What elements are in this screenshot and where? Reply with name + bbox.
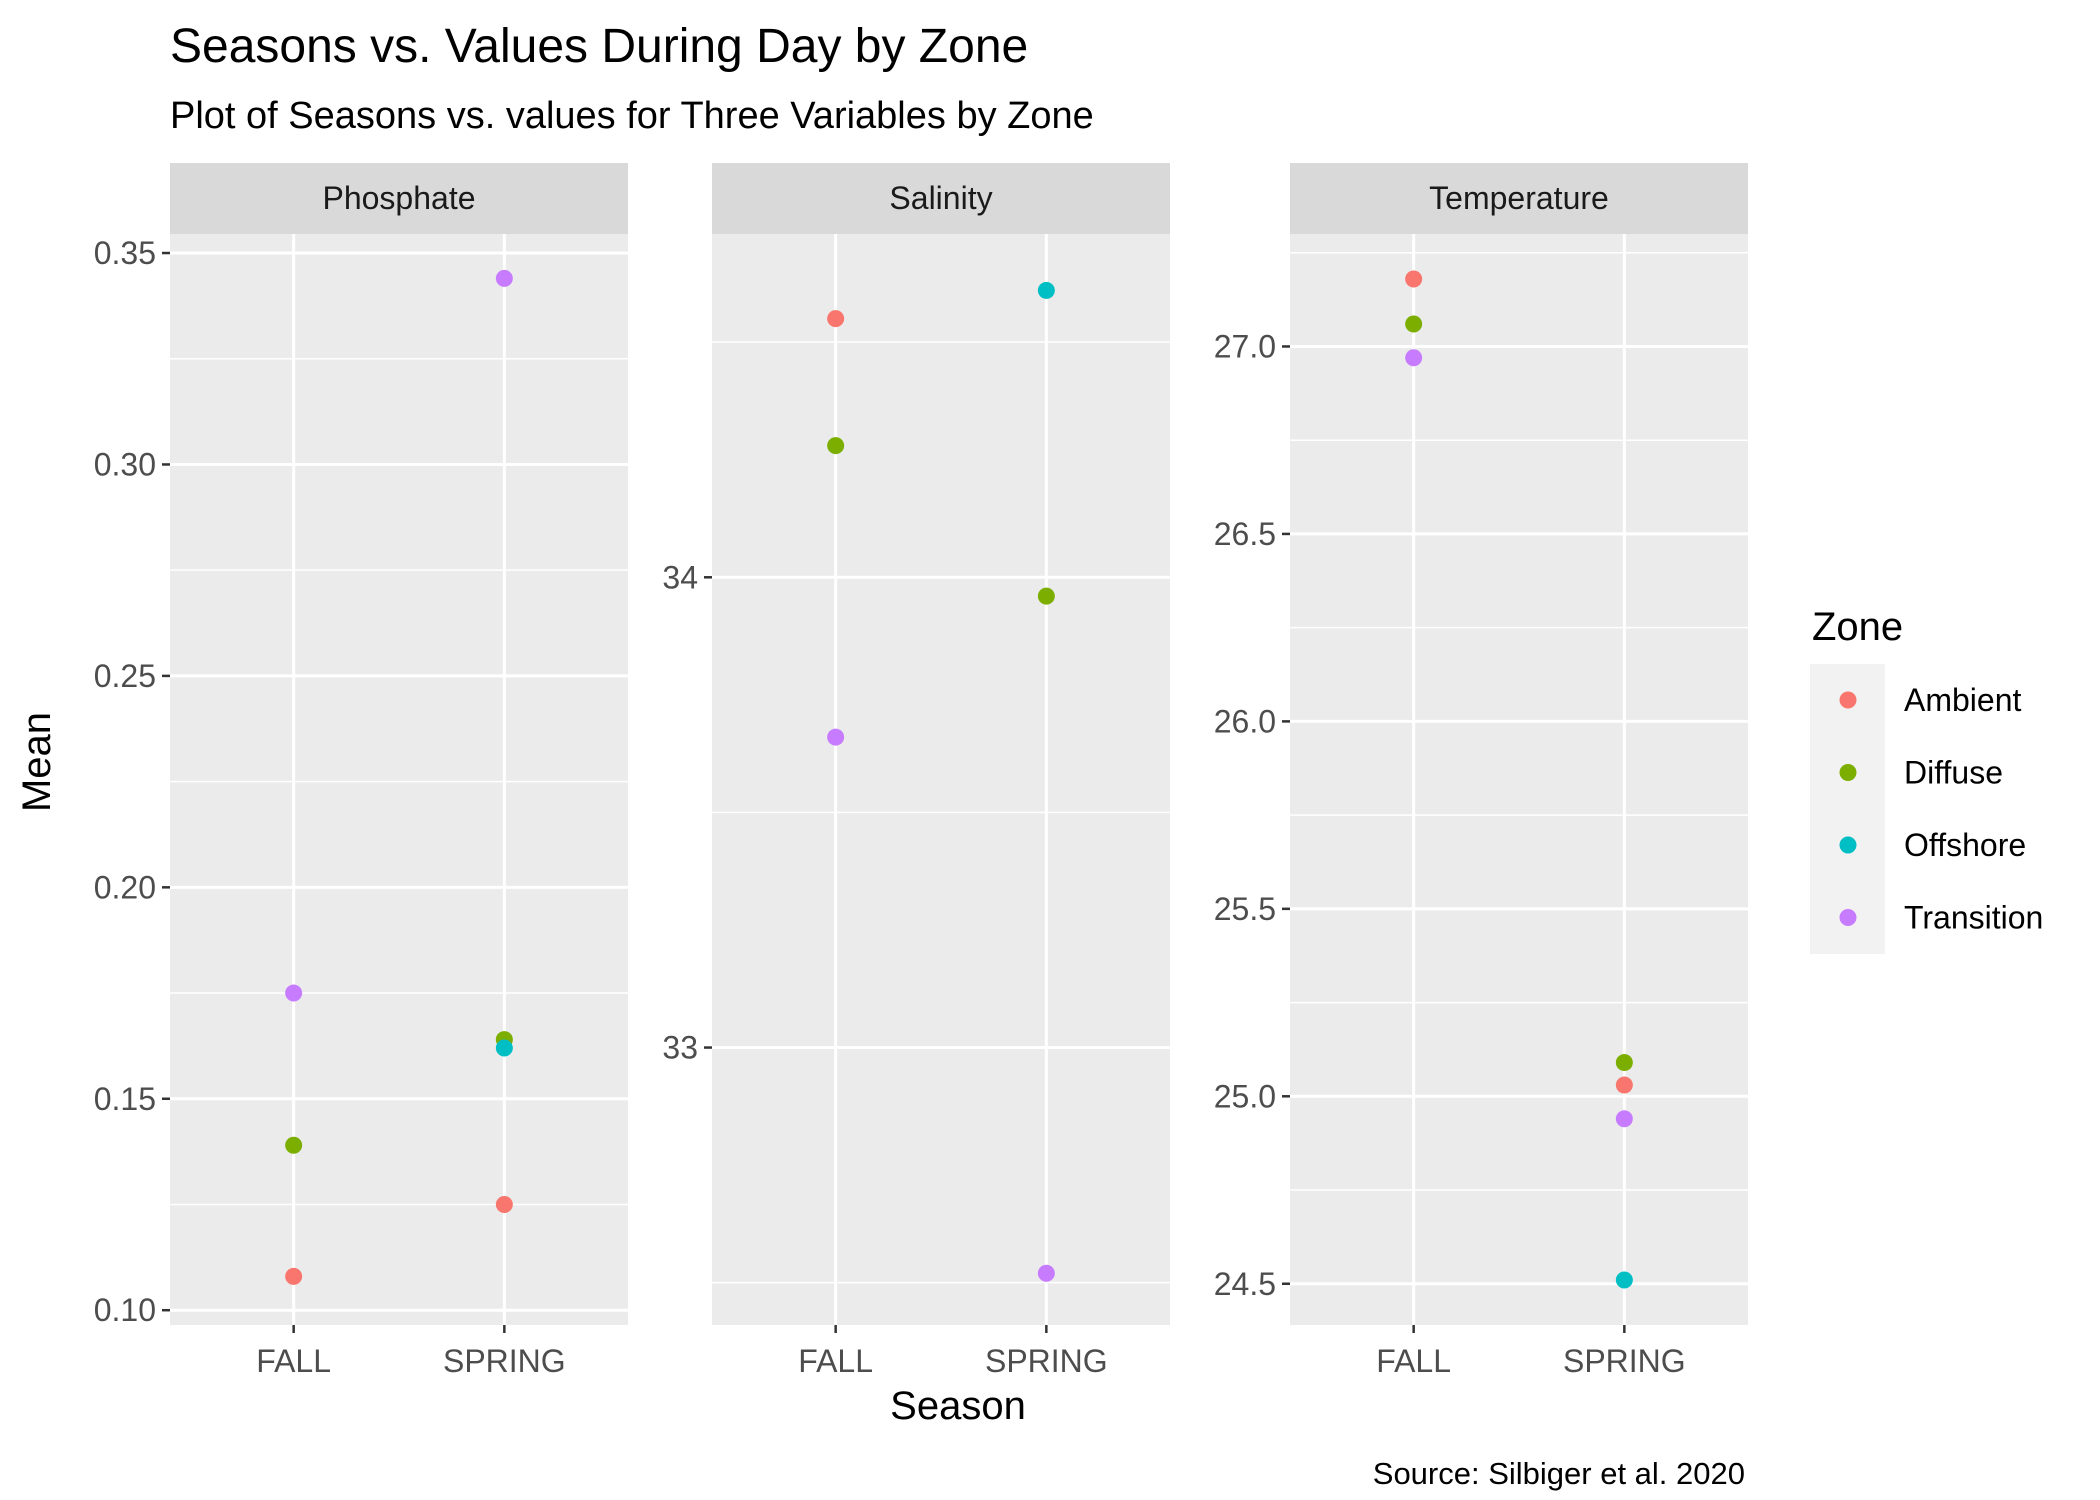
y-tick-label: 0.35 — [94, 235, 156, 271]
data-point-diffuse — [285, 1136, 303, 1154]
y-tick-label: 24.5 — [1214, 1266, 1276, 1302]
y-tick-label: 26.5 — [1214, 516, 1276, 552]
y-tick-label: 0.15 — [94, 1081, 156, 1117]
legend-label: Offshore — [1904, 827, 2026, 863]
data-point-diffuse — [1405, 315, 1423, 333]
legend-key-offshore — [1839, 836, 1857, 854]
x-tick-label: FALL — [798, 1343, 873, 1379]
data-point-ambient — [1615, 1076, 1633, 1094]
legend: Ambient Diffuse Offshore Transition — [1810, 664, 2043, 954]
data-point-offshore — [1615, 1271, 1633, 1289]
legend-key-ambient — [1839, 691, 1857, 709]
y-tick-label: 0.25 — [94, 658, 156, 694]
y-tick-label: 25.5 — [1214, 891, 1276, 927]
data-point-offshore — [495, 1039, 513, 1057]
legend-key-diffuse — [1839, 764, 1857, 781]
data-point-diffuse — [1037, 587, 1055, 605]
y-tick-label: 0.20 — [94, 869, 156, 905]
legend-label: Ambient — [1904, 682, 2022, 718]
y-tick-label: 26.0 — [1214, 703, 1276, 739]
facet-panels: Phosphate 0.10 0.15 0.20 0.25 0.30 0.35 FALL SPR… — [94, 163, 1748, 1379]
y-tick-label: 34 — [662, 559, 698, 595]
strip-label: Salinity — [889, 180, 992, 216]
data-point-ambient — [495, 1195, 513, 1213]
chart-subtitle: Plot of Seasons vs. values for Three Var… — [170, 95, 1094, 137]
facet-panel-temperature: Temperature 24.5 25.0 25.5 26.0 26.5 27.0 FALL S… — [1214, 163, 1748, 1379]
legend-key-background — [1810, 664, 1885, 954]
y-tick-label: 27.0 — [1214, 328, 1276, 364]
facet-panel-salinity: Salinity 33 34 FALL SPRING — [662, 163, 1170, 1379]
y-tick-label: 33 — [662, 1030, 698, 1066]
strip-background — [170, 163, 628, 234]
strip-background — [712, 163, 1170, 234]
legend-label: Transition — [1904, 900, 2043, 936]
x-tick-label: SPRING — [1563, 1343, 1686, 1379]
chart-title: Seasons vs. Values During Day by Zone — [170, 20, 1028, 73]
chart-caption: Source: Silbiger et al. 2020 — [1373, 1456, 1745, 1491]
data-point-ambient — [827, 310, 845, 328]
data-point-diffuse — [1615, 1054, 1633, 1072]
x-tick-label: SPRING — [985, 1343, 1108, 1379]
data-point-ambient — [285, 1267, 303, 1285]
panel-background — [1290, 234, 1748, 1325]
strip-label: Phosphate — [322, 180, 475, 216]
x-tick-label: FALL — [256, 1343, 331, 1379]
strip-background — [1290, 163, 1748, 234]
data-point-transition — [1037, 1264, 1055, 1282]
data-point-transition — [1615, 1110, 1633, 1128]
legend-key-transition — [1839, 909, 1857, 926]
facet-panel-phosphate: Phosphate 0.10 0.15 0.20 0.25 0.30 0.35 FALL SPR… — [94, 163, 628, 1379]
panel-background — [170, 234, 628, 1325]
data-point-transition — [495, 269, 513, 287]
x-tick-label: FALL — [1376, 1343, 1451, 1379]
legend-title: Zone — [1812, 605, 1903, 649]
data-point-transition — [285, 984, 303, 1002]
data-point-transition — [1405, 349, 1423, 367]
data-point-offshore — [1037, 281, 1055, 299]
data-point-transition — [827, 728, 845, 746]
data-point-diffuse — [827, 437, 845, 455]
y-tick-label: 0.10 — [94, 1292, 156, 1328]
y-axis-title: Mean — [15, 712, 59, 812]
x-axis-title: Season — [890, 1384, 1026, 1428]
x-tick-label: SPRING — [443, 1343, 566, 1379]
strip-label: Temperature — [1429, 180, 1609, 216]
legend-label: Diffuse — [1904, 755, 2003, 791]
y-tick-label: 25.0 — [1214, 1078, 1276, 1114]
panel-background — [712, 234, 1170, 1325]
y-tick-label: 0.30 — [94, 446, 156, 482]
data-point-ambient — [1405, 270, 1423, 288]
